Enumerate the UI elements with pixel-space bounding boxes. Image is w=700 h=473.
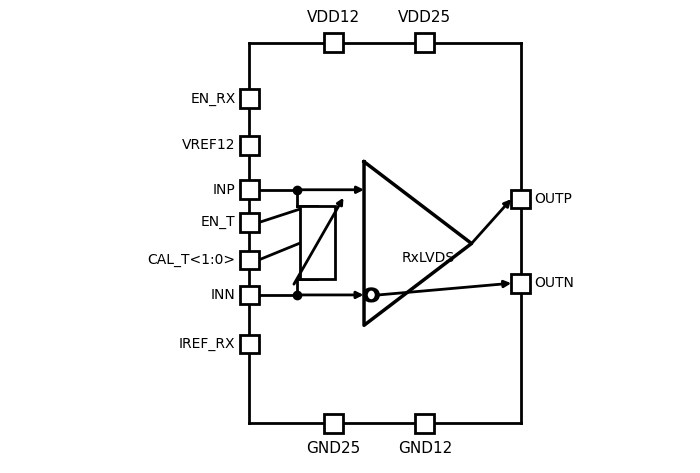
Text: OUTN: OUTN [535,276,575,290]
Bar [324,33,343,52]
Bar [300,206,335,279]
Bar [240,251,259,269]
Bar [240,136,259,155]
Text: INP: INP [213,183,235,197]
Text: GND25: GND25 [307,441,360,456]
Bar [415,33,434,52]
Bar [240,89,259,108]
Text: EN_T: EN_T [201,216,235,229]
Text: IREF_RX: IREF_RX [179,337,235,351]
Bar [240,286,259,304]
Bar [511,274,530,293]
Text: INN: INN [211,288,235,302]
Text: VREF12: VREF12 [182,138,235,152]
Bar [240,335,259,353]
Text: CAL_T<1:0>: CAL_T<1:0> [148,253,235,267]
Text: RxLVDS: RxLVDS [401,251,454,264]
Text: EN_RX: EN_RX [190,92,235,105]
Text: VDD12: VDD12 [307,10,360,25]
Bar [415,414,434,433]
Bar [511,190,530,209]
Bar [324,414,343,433]
Text: VDD25: VDD25 [398,10,452,25]
Text: GND12: GND12 [398,441,452,456]
Bar [240,180,259,199]
Bar [240,213,259,232]
Text: OUTP: OUTP [535,192,573,206]
